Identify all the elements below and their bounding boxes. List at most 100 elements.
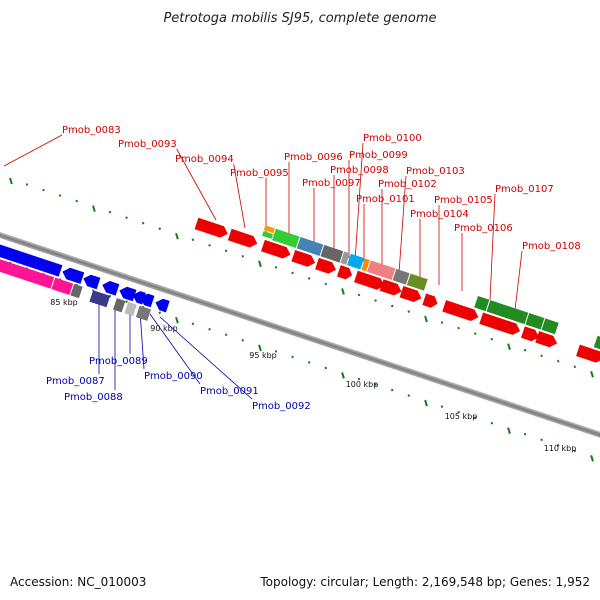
gene-Pmob_0107-block[interactable] [486,300,529,325]
gene-Pmob_0099-block[interactable] [340,251,350,265]
scale-tick-upper [473,332,477,335]
scale-tick-upper [556,359,560,363]
scale-tick-lower [307,361,311,364]
gene-Pmob_0089-block[interactable] [89,290,111,308]
gene-Pmob_0101[interactable] [399,285,424,304]
gene-Pmob_0091[interactable] [154,297,170,313]
scale-tick-lower [274,350,278,353]
scale-tick-lower [424,399,428,407]
gene-Pmob_0087[interactable] [100,279,120,296]
scale-tick-upper [208,243,211,247]
gene-Pmob_0101-block[interactable] [361,258,370,272]
gene-label-Pmob_0087[interactable]: Pmob_0087 [46,376,105,387]
gene-reverse-0084[interactable] [0,242,63,277]
gene-label-Pmob_0108[interactable]: Pmob_0108 [522,241,581,252]
gene-label-Pmob_0097[interactable]: Pmob_0097 [302,178,361,189]
scale-tick-upper [374,299,377,302]
gene-Pmob_0108-block-b[interactable] [541,318,559,335]
scale-tick-upper [224,249,228,253]
gene-Pmob_0096-small[interactable] [261,231,274,239]
scale-tick-lower [208,327,211,331]
scale-tick-lower [556,443,560,447]
gene-Pmob_0093[interactable] [194,217,230,240]
gene-label-Pmob_0093[interactable]: Pmob_0093 [118,139,177,150]
gene-label-Pmob_0105[interactable]: Pmob_0105 [434,195,493,206]
gene-label-Pmob_0089[interactable]: Pmob_0089 [89,356,148,367]
gene-label-Pmob_0102[interactable]: Pmob_0102 [378,179,437,190]
gene-label-Pmob_0103[interactable]: Pmob_0103 [406,166,465,177]
gene-Pmob_0100-block[interactable] [347,253,365,270]
gene-Pmob_0096-block[interactable] [272,228,300,249]
gene-Pmob_0096[interactable] [291,249,317,269]
gene-Pmob_0104-block[interactable] [406,273,428,291]
gene-Pmob_0092-block[interactable] [135,305,152,321]
gene-Pmob_0090[interactable] [138,292,155,308]
gene-label-Pmob_0090[interactable]: Pmob_0090 [144,371,203,382]
scale-tick-lower [407,394,411,397]
gene-reverse-pink-a[interactable] [0,255,55,289]
scale-tick-upper [9,177,13,185]
gene-Pmob_0104[interactable] [479,312,522,336]
gene-Pmob_0095-block[interactable] [263,225,275,234]
gene-Pmob_0099[interactable] [354,270,386,292]
gene-Pmob_0105[interactable] [521,326,541,343]
gene-Pmob_0108-block-c[interactable] [593,335,600,354]
gene-label-Pmob_0106[interactable]: Pmob_0106 [454,223,513,234]
gene-label-Pmob_0107[interactable]: Pmob_0107 [495,184,554,195]
gene-label-Pmob_0098[interactable]: Pmob_0098 [330,165,389,176]
gene-label-Pmob_0088[interactable]: Pmob_0088 [64,392,123,403]
gene-Pmob_0106[interactable] [535,331,559,349]
gene-Pmob_0103[interactable] [442,300,480,323]
scale-tick-upper [407,310,411,313]
gene-Pmob_0098-block[interactable] [320,244,344,263]
gene-Pmob_0088[interactable] [118,285,137,302]
scale-tick-upper [108,210,112,214]
gene-Pmob_0100[interactable] [379,279,404,297]
scale-tick-lower [357,377,361,381]
gene-Pmob_0107[interactable] [576,344,600,365]
connector-Pmob_0094 [233,163,246,229]
gene-Pmob_0095[interactable] [261,239,292,261]
scale-tick-lower [523,432,527,436]
scale-tick-upper [291,271,294,275]
connector-Pmob_0093 [176,148,217,221]
scale-tick-lower [540,438,543,442]
gene-reverse-0086[interactable] [81,273,101,290]
scale-tick-upper [75,199,78,203]
scale-labels: 85 kbp 90 kbp 95 kbp 100 kbp 105 kbp 110 kbp [50,298,576,453]
scale-tick-lower [324,366,328,370]
gene-Pmob_0098[interactable] [336,265,354,281]
scale-tick-lower [374,383,377,386]
gene-label-Pmob_0083[interactable]: Pmob_0083 [62,125,121,136]
gene-Pmob_0090-block[interactable] [113,298,126,313]
gene-label-Pmob_0100[interactable]: Pmob_0100 [363,133,422,144]
gene-Pmob_0106-block[interactable] [474,296,490,312]
gene-Pmob_0108-block[interactable] [525,313,545,330]
gene-reverse-pink-b[interactable] [51,277,74,295]
scale-label: 90 kbp [150,324,178,333]
gene-Pmob_0102-block[interactable] [366,260,396,280]
scale-tick-lower [490,421,494,425]
scale-tick-upper [490,337,494,341]
gene-label-Pmob_0091[interactable]: Pmob_0091 [200,386,259,397]
gene-Pmob_0094[interactable] [227,228,259,250]
connector-Pmob_0090 [139,310,145,370]
gene-label-Pmob_0095[interactable]: Pmob_0095 [230,168,289,179]
gene-label-Pmob_0096[interactable]: Pmob_0096 [284,152,343,163]
gene-Pmob_0103-block[interactable] [392,268,410,285]
gene-Pmob_0097[interactable] [315,257,338,276]
gene-reverse-0085[interactable] [61,266,85,284]
gene-label-Pmob_0094[interactable]: Pmob_0094 [175,154,234,165]
gene-label-Pmob_0099[interactable]: Pmob_0099 [349,150,408,161]
gene-label-Pmob_0092[interactable]: Pmob_0092 [252,401,311,412]
scale-label: 100 kbp [346,380,379,389]
scale-tick-lower [507,427,511,434]
connector-Pmob_0091 [149,313,201,385]
gene-label-Pmob_0101[interactable]: Pmob_0101 [356,194,415,205]
scale-label: 105 kbp [445,412,478,421]
gene-label-Pmob_0104[interactable]: Pmob_0104 [410,209,469,220]
gene-Pmob_0097-block[interactable] [296,236,324,256]
gene-reverse-gray[interactable] [70,283,83,299]
gene-Pmob_0091-block[interactable] [124,301,137,317]
gene-Pmob_0102[interactable] [422,293,439,310]
